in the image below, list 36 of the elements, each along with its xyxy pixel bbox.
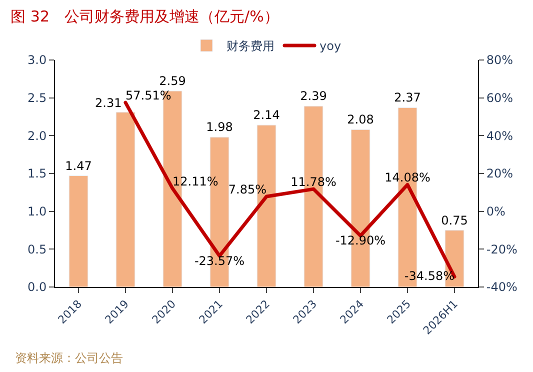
text: 资料来源：公司公告 xyxy=(15,351,123,365)
y2-tick-label: 80% xyxy=(486,53,514,68)
y-tick-label: 1.0 xyxy=(28,204,47,219)
y2-tick-label: 60% xyxy=(486,91,514,106)
y-tick-label: 1.5 xyxy=(28,166,47,181)
y-tick-label: 0.0 xyxy=(28,280,47,294)
y-tick-label: 0.5 xyxy=(28,242,47,256)
y-tick-label: 3.0 xyxy=(28,53,47,68)
data-label: 12.11% xyxy=(172,174,218,188)
data-label: 0.75 xyxy=(441,213,468,228)
y-tick-label: 2.5 xyxy=(28,91,47,106)
data-label: 2.59 xyxy=(159,74,186,88)
y2-tick-label: 0% xyxy=(486,204,506,219)
data-label: 2.14 xyxy=(253,108,280,122)
legend-label: 财务费用 xyxy=(226,39,274,54)
y2-tick-label: -20% xyxy=(486,242,518,256)
data-label: -23.57% xyxy=(194,254,245,268)
data-label: 2.08 xyxy=(347,112,374,127)
data-label: 2.31 xyxy=(95,96,122,110)
bar xyxy=(68,176,88,287)
y-tick-label: 2.0 xyxy=(28,128,47,143)
data-label: 7.85% xyxy=(228,182,266,196)
y2-tick-label: 40% xyxy=(486,128,514,143)
data-label: 1.47 xyxy=(65,158,92,173)
data-label: 2.37 xyxy=(394,90,421,105)
data-label: -12.90% xyxy=(335,234,386,248)
data-label: 11.78% xyxy=(290,175,336,190)
y2-tick-label: -40% xyxy=(486,280,518,294)
bar xyxy=(116,112,136,287)
chart-title: 图 32 公司财务费用及增速（亿元/%） xyxy=(10,8,279,26)
y2-tick-label: 20% xyxy=(486,166,514,181)
data-label: 2.39 xyxy=(300,89,327,104)
data-label: 1.98 xyxy=(206,120,233,134)
data-label: 57.51% xyxy=(126,88,172,103)
data-label: 14.08% xyxy=(384,170,430,185)
legend-label: yoy xyxy=(320,39,342,54)
